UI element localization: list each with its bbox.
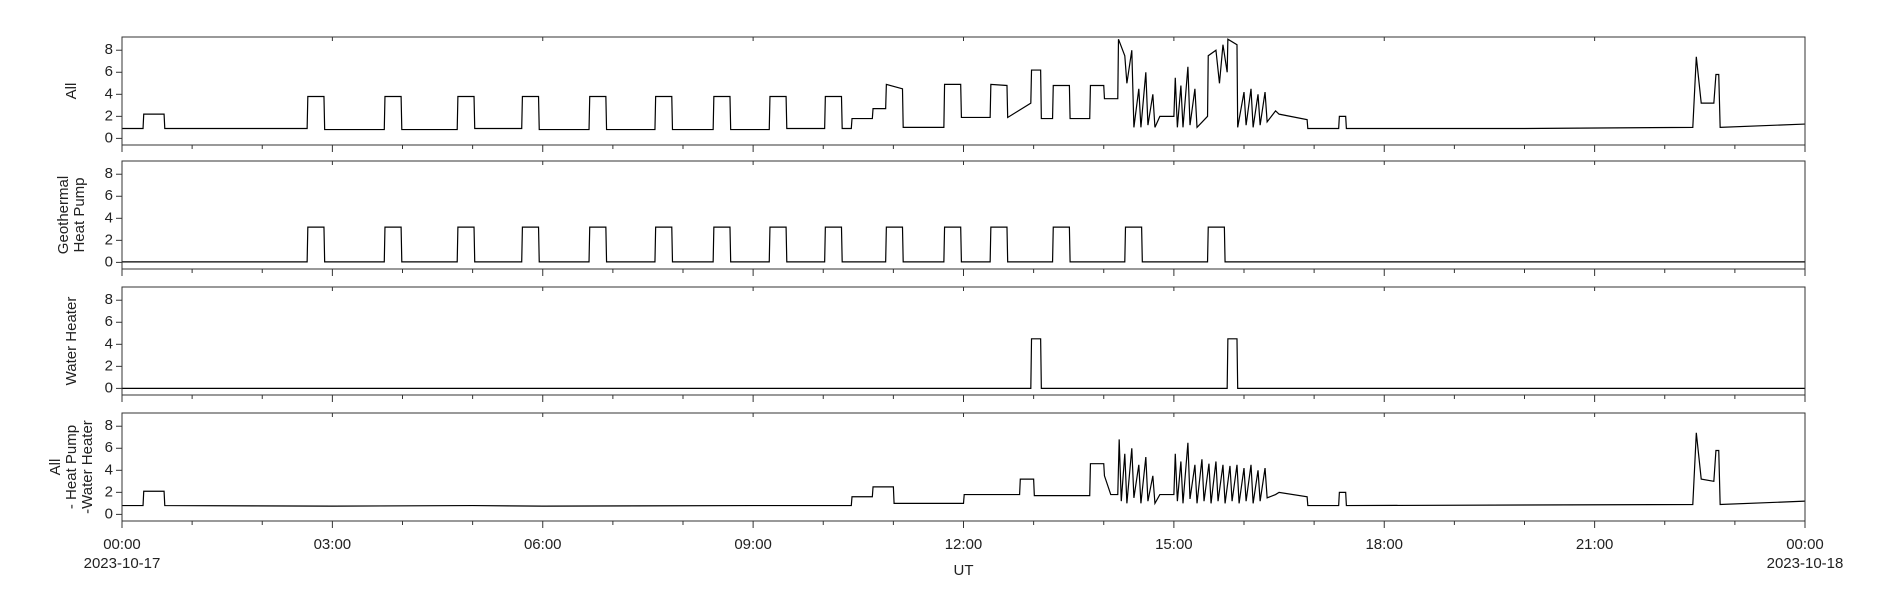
- y-tick-label: 2: [105, 107, 113, 124]
- y-tick-label: 4: [105, 335, 113, 352]
- y-tick-label: 0: [105, 253, 113, 270]
- x-tick-label: 03:00: [314, 536, 352, 553]
- y-tick-label: 8: [105, 165, 113, 182]
- y-tick-label: 6: [105, 63, 113, 80]
- x-tick-label: 00:00: [103, 536, 141, 553]
- y-tick-label: 4: [105, 461, 113, 478]
- y-tick-label: 4: [105, 85, 113, 102]
- y-axis-label: - Heat Pump: [63, 425, 80, 509]
- x-axis-label: UT: [954, 562, 974, 579]
- y-tick-label: 0: [105, 129, 113, 146]
- data-line: [122, 432, 1805, 507]
- y-tick-label: 6: [105, 439, 113, 456]
- y-tick-label: 0: [105, 379, 113, 396]
- y-axis-label: -Water Heater: [79, 420, 96, 514]
- start-date: 2023-10-17: [84, 555, 161, 572]
- y-tick-label: 6: [105, 313, 113, 330]
- y-axis-label: Geothermal: [55, 176, 72, 254]
- y-tick-label: 8: [105, 417, 113, 434]
- x-tick-label: 18:00: [1365, 536, 1403, 553]
- y-tick-label: 8: [105, 41, 113, 58]
- x-tick-label: 21:00: [1576, 536, 1614, 553]
- data-line: [122, 226, 1805, 263]
- y-axis-label: All: [63, 83, 80, 100]
- x-tick-label: 06:00: [524, 536, 562, 553]
- x-tick-label: 00:00: [1786, 536, 1824, 553]
- y-axis-label: Water Heater: [63, 297, 80, 386]
- y-tick-label: 4: [105, 209, 113, 226]
- x-tick-label: 15:00: [1155, 536, 1193, 553]
- data-line: [122, 338, 1805, 389]
- y-tick-label: 6: [105, 187, 113, 204]
- panel-frame: [121, 160, 1806, 270]
- y-tick-label: 8: [105, 291, 113, 308]
- x-tick-label: 09:00: [734, 536, 772, 553]
- panel-frame: [121, 286, 1806, 396]
- y-axis-label: Heat Pump: [71, 177, 88, 252]
- y-tick-label: 0: [105, 505, 113, 522]
- end-date: 2023-10-18: [1767, 555, 1844, 572]
- y-tick-label: 2: [105, 483, 113, 500]
- data-line: [122, 38, 1805, 131]
- x-tick-label: 12:00: [945, 536, 983, 553]
- y-tick-label: 2: [105, 357, 113, 374]
- y-axis-label: All: [47, 459, 64, 476]
- y-tick-label: 2: [105, 231, 113, 248]
